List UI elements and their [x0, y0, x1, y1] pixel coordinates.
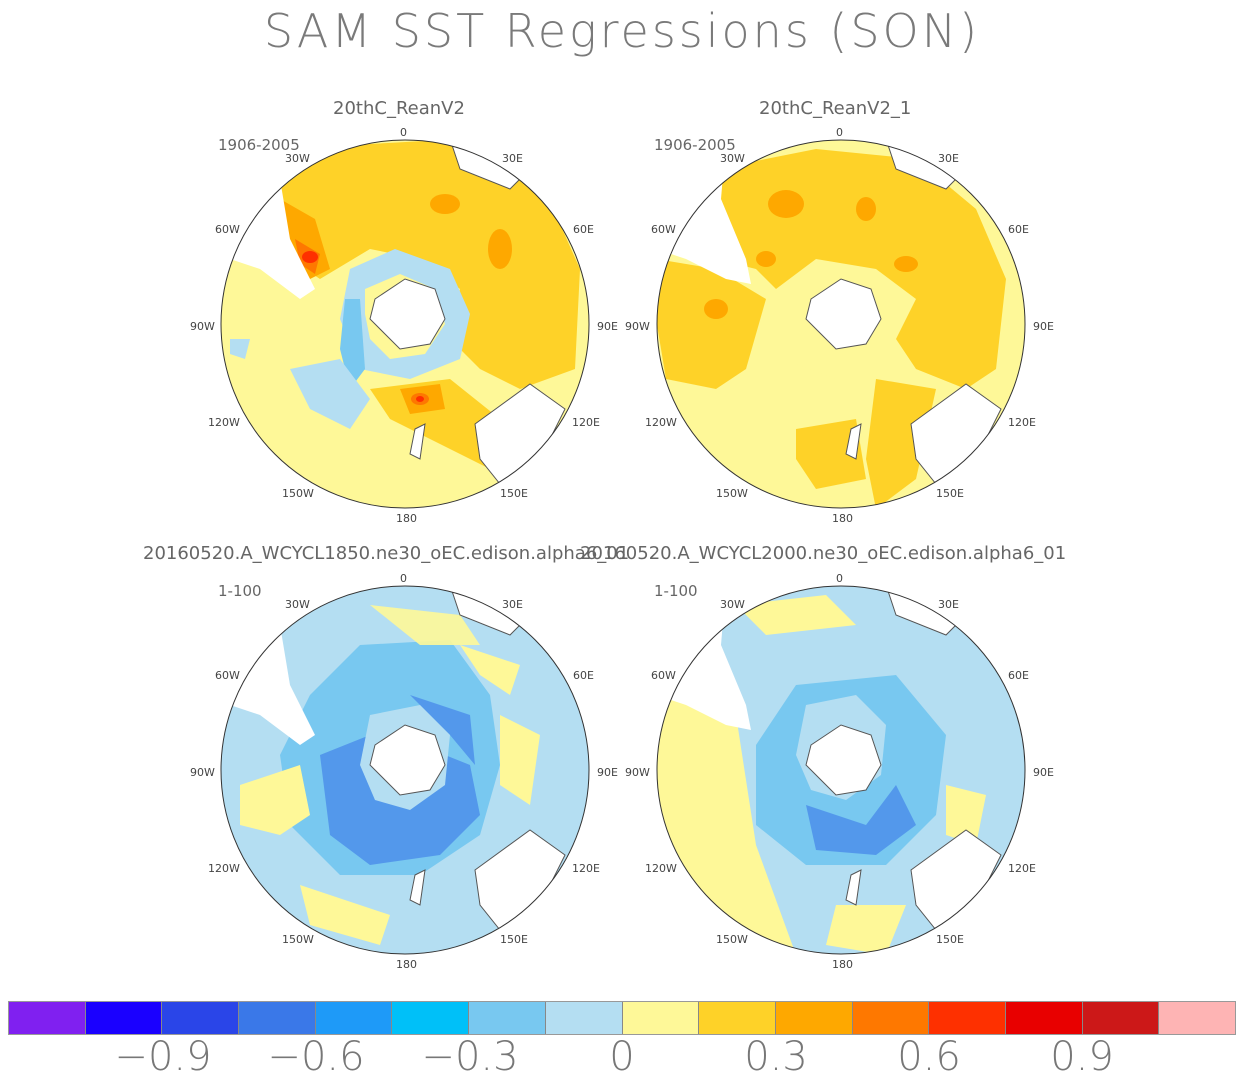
lon-label: 30E: [938, 152, 959, 165]
lon-label: 180: [396, 958, 417, 971]
lon-label: 120E: [1008, 416, 1036, 429]
lon-label: 60E: [1008, 669, 1029, 682]
lon-label: 150W: [282, 487, 314, 500]
figure-title: SAM SST Regressions (SON): [263, 4, 981, 58]
lon-label: 30W: [720, 598, 745, 611]
panel-years-2: 1906-2005: [654, 136, 736, 154]
lon-label: 120E: [572, 416, 600, 429]
lon-label: 150E: [500, 933, 528, 946]
polar-map-panel-1: [220, 139, 590, 509]
panel-years-4: 1-100: [654, 582, 698, 600]
lon-label: 30W: [285, 152, 310, 165]
colorbar-tick-label: 0: [609, 1034, 635, 1080]
lon-label: 60E: [1008, 223, 1029, 236]
lon-label: 30E: [502, 598, 523, 611]
lon-label: 90E: [597, 320, 618, 333]
lon-label: 150W: [716, 487, 748, 500]
colorbar-swatch-8: [622, 1002, 700, 1034]
lon-label: 60E: [573, 223, 594, 236]
lon-label: 60W: [651, 669, 676, 682]
lon-label: 0: [400, 572, 407, 585]
lon-label: 120W: [645, 862, 677, 875]
colorbar-tick-label: −0.9: [114, 1034, 212, 1080]
colorbar-tick-label: −0.3: [421, 1034, 519, 1080]
lon-label: 150W: [716, 933, 748, 946]
lon-label: 120W: [208, 862, 240, 875]
lon-label: 30E: [938, 598, 959, 611]
lon-label: 30E: [502, 152, 523, 165]
colorbar-swatch-6: [469, 1002, 546, 1034]
colorbar-swatch-4: [315, 1002, 393, 1034]
panel-years-1: 1906-2005: [218, 136, 300, 154]
lon-label: 0: [400, 126, 407, 139]
panel-title-2: 20thC_ReanV2_1: [759, 98, 912, 119]
lon-label: 120W: [645, 416, 677, 429]
lon-label: 90W: [625, 320, 650, 333]
colorbar-swatch-15: [1159, 1002, 1235, 1034]
polar-map-panel-4: [656, 585, 1026, 955]
lon-label: 120E: [1008, 862, 1036, 875]
lon-label: 150E: [936, 487, 964, 500]
colorbar-tick-label: 0.3: [744, 1034, 808, 1080]
colorbar-swatch-11: [852, 1002, 930, 1034]
lon-label: 120E: [572, 862, 600, 875]
colorbar-tick-label: −0.6: [267, 1034, 365, 1080]
lon-label: 150E: [500, 487, 528, 500]
lon-label: 60E: [573, 669, 594, 682]
polar-map-panel-3: [220, 585, 590, 955]
colorbar-swatch-13: [1005, 1002, 1083, 1034]
colorbar-swatch-2: [162, 1002, 240, 1034]
lon-label: 150W: [282, 933, 314, 946]
lon-label: 30W: [720, 152, 745, 165]
colorbar: [8, 1001, 1236, 1035]
lon-label: 30W: [285, 598, 310, 611]
colorbar-swatch-5: [392, 1002, 470, 1034]
lon-label: 90E: [1033, 320, 1054, 333]
lon-label: 180: [832, 512, 853, 525]
panel-title-3: 20160520.A_WCYCL1850.ne30_oEC.edison.alp…: [143, 543, 630, 564]
lon-label: 150E: [936, 933, 964, 946]
panel-years-3: 1-100: [218, 582, 262, 600]
panel-title-4: 20160520.A_WCYCL2000.ne30_oEC.edison.alp…: [580, 543, 1067, 564]
lon-label: 180: [832, 958, 853, 971]
lon-label: 60W: [651, 223, 676, 236]
colorbar-tick-label: 0.9: [1050, 1034, 1114, 1080]
lon-label: 0: [836, 572, 843, 585]
colorbar-swatch-10: [775, 1002, 853, 1034]
colorbar-swatch-3: [239, 1002, 316, 1034]
colorbar-tick-label: 0.6: [897, 1034, 961, 1080]
lon-label: 90W: [625, 766, 650, 779]
colorbar-swatch-9: [699, 1002, 776, 1034]
lon-label: 90W: [190, 320, 215, 333]
lon-label: 90E: [1033, 766, 1054, 779]
lon-label: 60W: [215, 669, 240, 682]
colorbar-swatch-14: [1082, 1002, 1160, 1034]
panel-title-1: 20thC_ReanV2: [333, 98, 465, 119]
lon-label: 0: [836, 126, 843, 139]
lon-label: 90W: [190, 766, 215, 779]
colorbar-swatch-7: [545, 1002, 623, 1034]
colorbar-swatch-12: [929, 1002, 1006, 1034]
polar-map-panel-2: [656, 139, 1026, 509]
lon-label: 60W: [215, 223, 240, 236]
lon-label: 120W: [208, 416, 240, 429]
lon-label: 90E: [597, 766, 618, 779]
colorbar-swatch-1: [85, 1002, 163, 1034]
lon-label: 180: [396, 512, 417, 525]
colorbar-swatch-0: [9, 1002, 86, 1034]
